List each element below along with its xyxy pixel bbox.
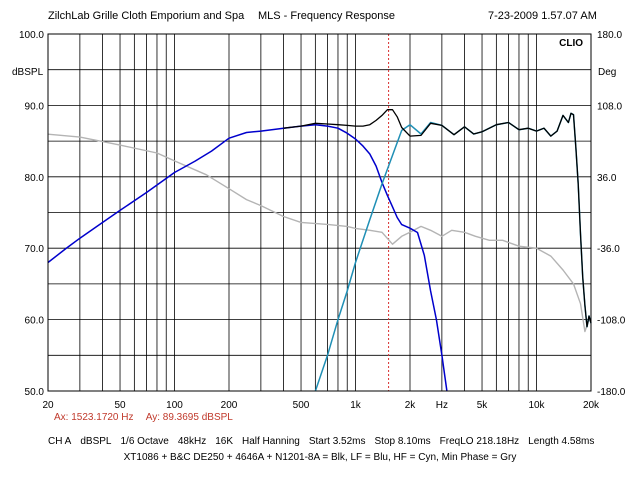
y2-tick-label: -36.0 (597, 244, 620, 255)
y2-tick-label: -108.0 (597, 316, 626, 327)
brand-label: CLIO (559, 38, 583, 49)
setting-item: 16K (215, 436, 233, 447)
frequency-response-chart: 20 50 100 200 500 1k 2k Hz 5k 10k 20k 50.0 60.0 70.0 8… (19, 30, 626, 411)
x-tick-label: 500 (293, 400, 310, 411)
y-tick-label: 100.0 (19, 30, 44, 41)
y-tick-label: 50.0 (25, 387, 45, 398)
header-company: ZilchLab Grille Cloth Emporium and Spa (48, 10, 245, 22)
y2-tick-label: 180.0 (597, 30, 622, 41)
setting-item: 1/6 Octave (120, 436, 169, 447)
x-tick-label: 1k (350, 400, 362, 411)
chart-series (47, 109, 592, 392)
x-tick-label: 200 (221, 400, 238, 411)
y2-tick-label: 36.0 (597, 173, 617, 184)
setting-item: Length 4.58ms (528, 436, 595, 447)
x-tick-label: 50 (114, 400, 126, 411)
y-tick-label: 80.0 (25, 173, 45, 184)
x-tick-label: Hz (436, 400, 448, 411)
setting-item: Start 3.52ms (308, 436, 366, 447)
y-tick-label: 60.0 (25, 316, 45, 327)
y2-tick-label: -180.0 (597, 387, 626, 398)
plot-frame (47, 33, 592, 392)
series-hf-line (314, 112, 592, 392)
x-tick-label: 100 (166, 400, 183, 411)
chart-tick-labels: 20 50 100 200 500 1k 2k Hz 5k 10k 20k 50.0 60.0 70.0 8… (19, 30, 626, 411)
right-axis-unit: Deg (598, 67, 617, 78)
series-phase-line (47, 133, 592, 333)
cursor-readout: Ax: 1523.1720 Hz Ay: 89.3695 dBSPL (54, 412, 243, 423)
setting-item: Half Hanning (242, 436, 300, 447)
y-tick-label: 90.0 (25, 101, 45, 112)
measurement-settings: CH A dBSPL 1/6 Octave 48kHz 16K Half Hanning S… (48, 436, 603, 447)
x-tick-label: 10k (528, 400, 545, 411)
setting-item: Stop 8.10ms (374, 436, 431, 447)
cursor-y-readout: Ay: 89.3695 dBSPL (145, 412, 233, 423)
brand-badge: CLIO (551, 35, 585, 49)
y2-tick-label: 108.0 (597, 101, 622, 112)
series-blk-line (283, 109, 592, 328)
left-axis-unit: dBSPL (12, 67, 44, 78)
x-tick-label: 20k (583, 400, 600, 411)
setting-item: dBSPL (80, 436, 112, 447)
x-tick-label: 20 (42, 400, 54, 411)
chart-grid (47, 33, 592, 392)
series-lf-line (47, 123, 448, 392)
y-tick-label: 70.0 (25, 244, 45, 255)
x-tick-label: 2k (405, 400, 417, 411)
header-timestamp: 7-23-2009 1.57.07 AM (488, 10, 597, 22)
setting-item: CH A (48, 436, 72, 447)
cursor-x-readout: Ax: 1523.1720 Hz (54, 412, 134, 423)
x-tick-label: 5k (477, 400, 489, 411)
trace-legend: XT1086 + B&C DE250 + 4646A + N1201-8A = … (123, 452, 517, 463)
header-title: MLS - Frequency Response (258, 10, 395, 22)
setting-item: 48kHz (177, 436, 207, 447)
setting-item: FreqLO 218.18Hz (439, 436, 520, 447)
